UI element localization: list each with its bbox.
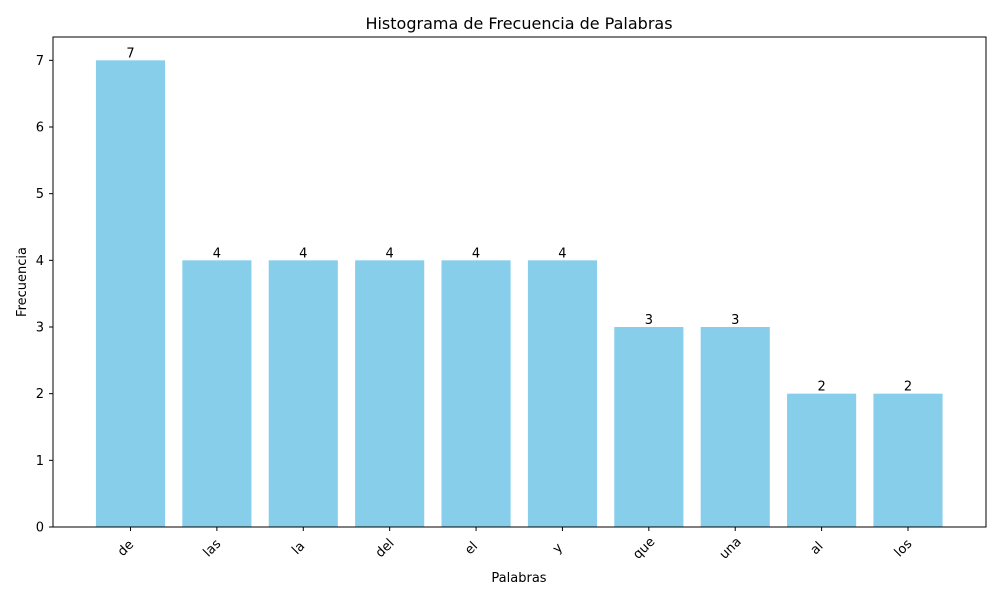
value-labels-group: 7 4 4 4 4 4 3 3 2 2 (126, 46, 912, 394)
x-tick-label-del: del (373, 536, 398, 561)
value-label-el: 4 (472, 246, 480, 261)
y-tick-label-1: 1 (36, 454, 44, 469)
y-tick-label-0: 0 (36, 521, 44, 536)
chart-title: Histograma de Frecuencia de Palabras (365, 14, 672, 33)
x-axis-label: Palabras (491, 571, 546, 586)
value-label-y: 4 (558, 246, 566, 261)
y-axis-label: Frecuencia (15, 247, 30, 317)
value-label-del: 4 (386, 246, 394, 261)
x-axis-ticks: de las la del el y que una al los (115, 527, 915, 562)
bar-que (614, 327, 684, 527)
value-label-de: 7 (126, 46, 134, 61)
x-tick-label-que: que (630, 535, 658, 563)
value-label-las: 4 (213, 246, 221, 261)
bar-de (95, 60, 166, 527)
y-tick-label-4: 4 (36, 254, 44, 269)
y-tick-label-7: 7 (36, 54, 44, 69)
bar-al (787, 393, 857, 527)
value-label-los: 2 (904, 380, 912, 395)
x-tick-label-al: al (808, 539, 827, 558)
x-tick-label-la: la (289, 539, 308, 558)
y-tick-label-6: 6 (36, 121, 44, 136)
bars-group (95, 60, 943, 527)
bar-la (268, 260, 338, 527)
bar-una (700, 327, 770, 527)
bar-y (527, 260, 597, 527)
value-label-una: 3 (731, 313, 739, 328)
x-tick-label-el: el (462, 539, 481, 558)
bar-del (355, 260, 425, 527)
bar-las (182, 260, 252, 527)
y-axis-ticks: 0 1 2 3 4 5 6 7 (36, 54, 53, 536)
x-tick-label-una: una (717, 535, 745, 563)
value-label-que: 3 (645, 313, 653, 328)
bar-los (873, 393, 943, 527)
bar-el (441, 260, 511, 527)
y-tick-label-3: 3 (36, 321, 44, 336)
x-tick-label-de: de (115, 537, 137, 559)
x-tick-label-los: los (892, 537, 916, 561)
value-label-al: 2 (817, 380, 825, 395)
x-tick-label-las: las (201, 537, 225, 561)
y-tick-label-5: 5 (36, 187, 44, 202)
plot-frame (52, 36, 987, 528)
value-label-la: 4 (299, 246, 307, 261)
x-tick-label-y: y (550, 540, 566, 556)
y-tick-label-2: 2 (36, 387, 44, 402)
